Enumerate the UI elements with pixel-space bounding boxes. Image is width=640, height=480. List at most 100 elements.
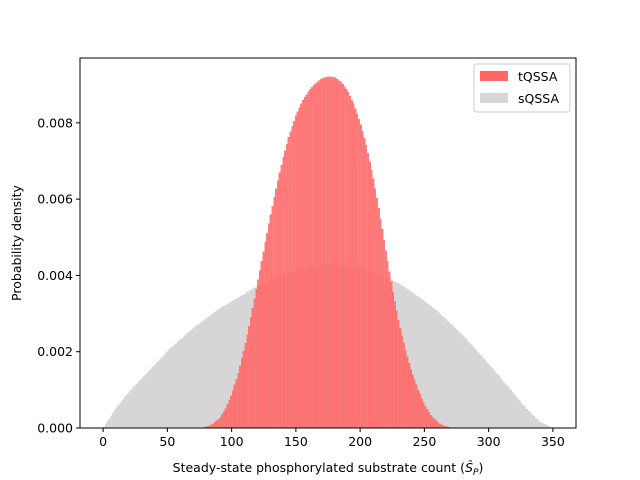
bar-tqssa [235, 378, 238, 428]
bar-sqssa [434, 309, 437, 428]
bar-sqssa [128, 391, 131, 428]
bar-sqssa [502, 381, 505, 428]
series-layer [103, 76, 554, 429]
bar-sqssa [227, 303, 230, 428]
bar-sqssa [200, 322, 203, 428]
bar-tqssa [303, 97, 306, 428]
bar-sqssa [414, 294, 417, 428]
bar-sqssa [137, 382, 140, 428]
bar-sqssa [214, 311, 217, 428]
bar-sqssa [189, 330, 192, 428]
bar-sqssa [185, 333, 189, 428]
bar-sqssa [484, 360, 487, 428]
bar-sqssa [479, 354, 482, 428]
bar-tqssa [379, 218, 382, 428]
bar-tqssa [445, 426, 449, 428]
bar-tqssa [285, 143, 288, 428]
bar-tqssa [357, 118, 360, 428]
bar-sqssa [238, 297, 241, 428]
bar-sqssa [184, 335, 187, 428]
bar-tqssa [318, 80, 321, 428]
bar-tqssa [393, 301, 396, 428]
bar-tqssa [271, 205, 274, 428]
bar-sqssa [542, 423, 545, 428]
bar-sqssa [229, 302, 232, 428]
bar-sqssa [221, 306, 225, 428]
bar-tqssa [399, 327, 402, 428]
bar-tqssa [302, 100, 305, 428]
bar-sqssa [475, 350, 478, 428]
bar-tqssa [330, 76, 333, 428]
bar-tqssa [447, 426, 450, 428]
bar-tqssa [276, 180, 280, 428]
x-axis-title: Steady-state phosphorylated substrate co… [173, 460, 484, 478]
bar-tqssa [273, 197, 276, 428]
x-tick-label: 200 [348, 434, 372, 449]
bar-sqssa [453, 327, 457, 428]
y-tick-label: 0.000 [37, 421, 73, 436]
bar-tqssa [260, 260, 263, 428]
bar-sqssa [441, 315, 444, 428]
bar-sqssa [169, 348, 172, 428]
bar-tqssa [213, 422, 217, 428]
bar-sqssa [146, 372, 149, 428]
bar-sqssa [549, 426, 552, 428]
bar-tqssa [395, 310, 398, 428]
bar-sqssa [119, 402, 122, 428]
bar-sqssa [540, 422, 543, 428]
bar-tqssa [370, 169, 373, 428]
bar-sqssa [178, 340, 181, 428]
bar-tqssa [221, 414, 224, 428]
bar-tqssa [352, 103, 355, 429]
bar-sqssa [182, 336, 185, 428]
bar-tqssa [327, 76, 330, 428]
bar-tqssa [359, 124, 362, 428]
y-tick-label: 0.008 [37, 115, 73, 130]
bar-sqssa [187, 332, 190, 428]
bar-sqssa [446, 320, 449, 428]
bar-sqssa [495, 372, 498, 428]
bar-sqssa [498, 377, 502, 428]
bar-sqssa [466, 340, 469, 428]
bar-tqssa [444, 426, 447, 428]
bar-tqssa [222, 411, 226, 428]
bar-tqssa [307, 91, 310, 429]
bar-tqssa [348, 96, 351, 429]
bar-sqssa [430, 306, 433, 428]
bar-sqssa [450, 324, 453, 428]
bar-sqssa [423, 300, 426, 428]
bar-sqssa [491, 368, 494, 428]
bar-tqssa [427, 411, 431, 428]
bar-sqssa [225, 304, 228, 428]
bar-sqssa [471, 346, 475, 428]
bar-sqssa [112, 412, 115, 428]
bar-sqssa [408, 290, 412, 428]
bar-sqssa [527, 411, 530, 428]
bar-tqssa [325, 76, 328, 429]
bar-tqssa [356, 113, 359, 428]
bar-tqssa [237, 372, 240, 428]
bar-sqssa [428, 305, 431, 428]
bar-tqssa [230, 395, 233, 428]
x-tick-label: 0 [99, 434, 107, 449]
bar-tqssa [332, 76, 335, 428]
bar-tqssa [365, 144, 368, 428]
bar-tqssa [293, 120, 296, 428]
bar-tqssa [206, 426, 209, 428]
bar-tqssa [251, 307, 254, 428]
bar-sqssa [507, 387, 511, 428]
x-axis-ticks: 0 50 100 150 200 250 300 350 [99, 428, 565, 449]
bar-tqssa [244, 342, 247, 428]
bar-sqssa [194, 326, 198, 428]
bar-sqssa [417, 297, 421, 428]
bar-tqssa [415, 384, 418, 428]
bar-tqssa [406, 356, 409, 428]
bar-sqssa [488, 364, 491, 428]
bar-tqssa [240, 358, 244, 428]
bar-sqssa [167, 349, 171, 428]
bar-sqssa [461, 334, 464, 428]
bar-tqssa [300, 103, 303, 428]
bar-tqssa [320, 79, 323, 428]
x-tick-label: 150 [284, 434, 308, 449]
y-axis-title: Probability density [9, 184, 24, 300]
